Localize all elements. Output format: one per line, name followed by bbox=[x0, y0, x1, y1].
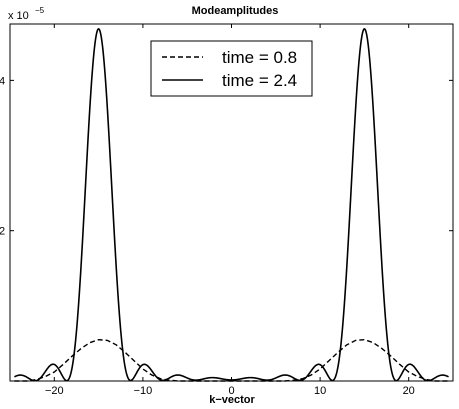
series-time-0-8-line bbox=[14, 338, 449, 382]
y-tick-label: 4 bbox=[0, 75, 5, 87]
x-tick-label: 0 bbox=[228, 385, 234, 397]
legend-label-time-2-4: time = 2.4 bbox=[222, 71, 297, 90]
chart-title: Modeamplitudes bbox=[192, 5, 279, 17]
x-tick-label: −20 bbox=[45, 385, 64, 397]
x-tick-label: 10 bbox=[314, 385, 326, 397]
legend-label-time-0-8: time = 0.8 bbox=[222, 48, 297, 67]
legend-box bbox=[150, 40, 313, 97]
x-tick-label: 20 bbox=[403, 385, 415, 397]
x-tick-label: −10 bbox=[134, 385, 153, 397]
y-tick-label: 2 bbox=[0, 226, 5, 238]
series-time-2-4-line bbox=[14, 28, 449, 382]
y-multiplier: x 10 bbox=[8, 10, 29, 22]
x-axis-label: k−vector bbox=[209, 394, 255, 406]
axis-tick-labels: −20 −10 0 10 20 2 4 bbox=[0, 75, 415, 397]
legend: time = 0.8 time = 2.4 bbox=[150, 40, 313, 97]
y-multiplier-exponent: −5 bbox=[35, 6, 45, 15]
